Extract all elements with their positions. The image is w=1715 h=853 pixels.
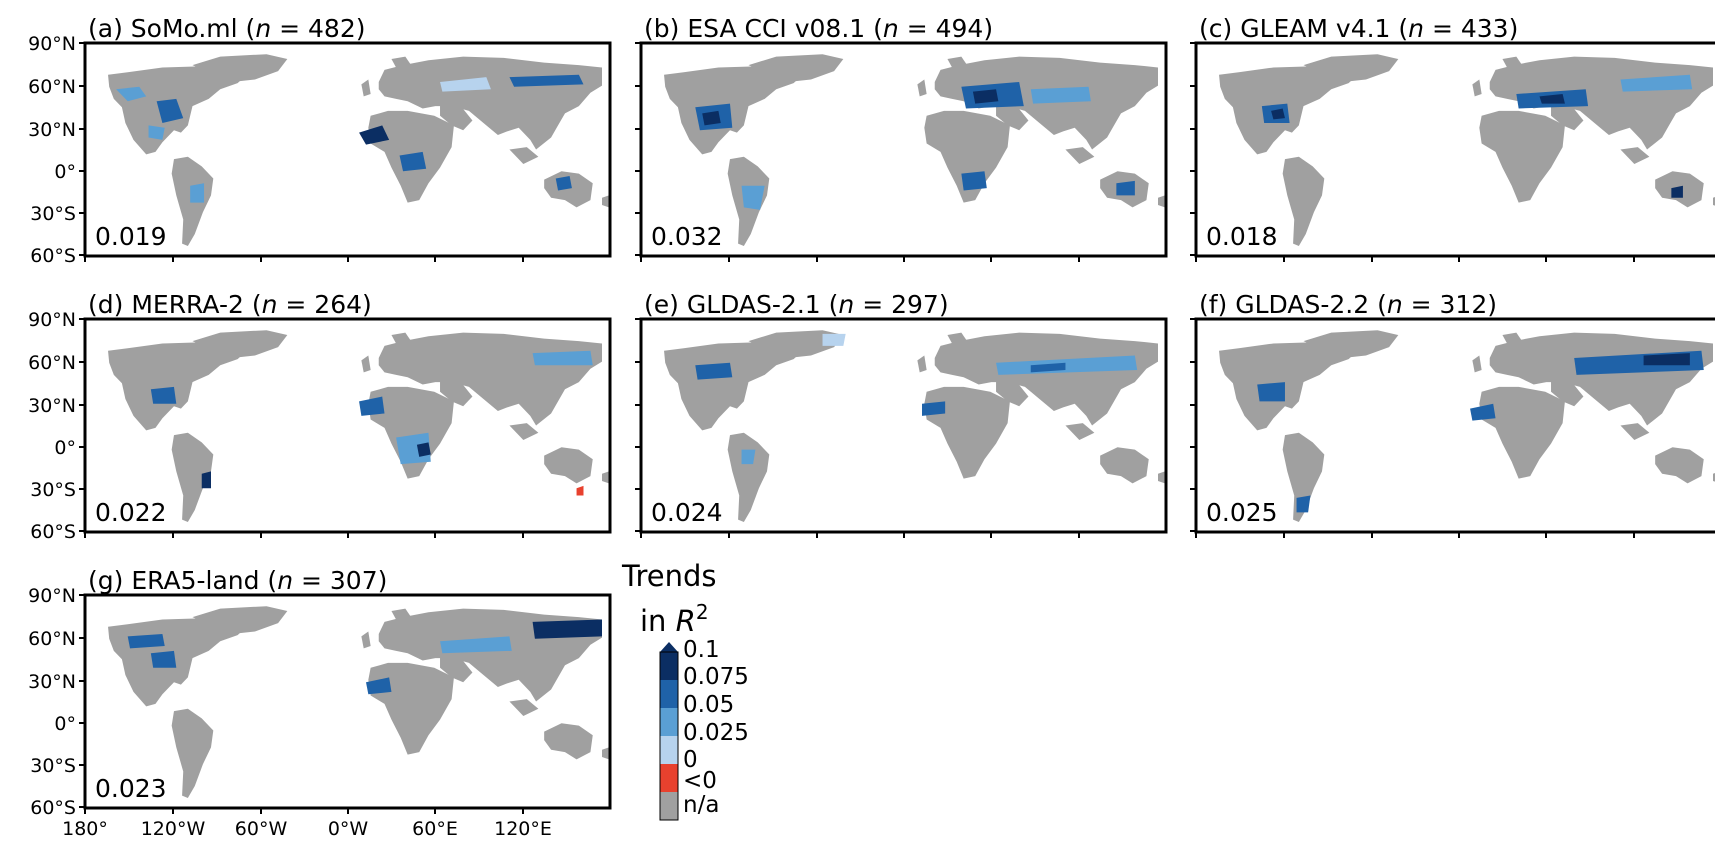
colorbar-swatch [660, 736, 678, 764]
latitude-tick-label: 30°S [30, 755, 76, 777]
longitude-tick-label: 0°W [328, 818, 369, 840]
panel-mean-value: 0.023 [95, 774, 167, 803]
panel-mean-value: 0.024 [651, 498, 723, 527]
colorbar-swatch [660, 792, 678, 820]
colorbar-label: 0.025 [683, 720, 749, 746]
colorbar-label: <0 [683, 768, 717, 794]
latitude-tick-label: 60°S [30, 797, 76, 819]
map-panel: 90°N 60°N 30°N 0° 30°S 60°S (a) SoMo.ml (n = 4… [28, 14, 612, 267]
latitude-tick-label: 30°S [30, 203, 76, 225]
panel-title: (f) GLDAS-2.2 (n = 312) [1199, 290, 1497, 319]
colorbar-swatch [660, 708, 678, 736]
latitude-tick-label: 30°S [30, 479, 76, 501]
latitude-tick-label: 0° [54, 161, 76, 183]
colorbar-swatch [660, 680, 678, 708]
latitude-tick-label: 30°N [28, 119, 76, 141]
latitude-tick-label: 60°S [30, 521, 76, 543]
longitude-tick-label: 180° [62, 818, 108, 840]
panel-mean-value: 0.022 [95, 498, 167, 527]
latitude-tick-label: 90°N [28, 33, 76, 55]
colorbar-label: 0.1 [683, 637, 720, 663]
latitude-tick-label: 60°N [28, 628, 76, 650]
panel-mean-value: 0.025 [1206, 498, 1278, 527]
map-panel: (c) GLEAM v4.1 (n = 433) 0.018 [1190, 14, 1715, 262]
latitude-tick-label: 90°N [28, 309, 76, 331]
panel-mean-value: 0.032 [651, 222, 723, 251]
map-panel: (f) GLDAS-2.2 (n = 312) 0.025 [1190, 290, 1715, 538]
latitude-tick-label: 90°N [28, 585, 76, 607]
map-panel: 90°N 60°N 30°N 0° 30°S 60°S (d) MERRA-2 (n = 2… [28, 290, 612, 543]
colorbar-label: 0.05 [683, 692, 734, 718]
colorbar-title-line2: in R2 [640, 600, 709, 638]
longitude-tick-label: 120°W [141, 818, 206, 840]
panel-mean-value: 0.018 [1206, 222, 1278, 251]
panel-title: (b) ESA CCI v08.1 (n = 494) [644, 14, 993, 43]
colorbar-label: 0 [683, 747, 698, 773]
panel-title: (g) ERA5-land (n = 307) [88, 566, 387, 595]
latitude-tick-label: 0° [54, 437, 76, 459]
longitude-tick-label: 60°E [412, 818, 458, 840]
panel-title: (e) GLDAS-2.1 (n = 297) [644, 290, 949, 319]
map-panel: (e) GLDAS-2.1 (n = 297) 0.024 [635, 290, 1168, 538]
latitude-tick-label: 60°S [30, 245, 76, 267]
colorbar-label: 0.075 [683, 664, 749, 690]
panel-title: (c) GLEAM v4.1 (n = 433) [1199, 14, 1518, 43]
colorbar-title-line1: Trends [621, 559, 716, 593]
latitude-tick-label: 30°N [28, 395, 76, 417]
map-panel: (b) ESA CCI v08.1 (n = 494) 0.032 [635, 14, 1168, 262]
colorbar-extend-arrow [660, 642, 678, 652]
panel-mean-value: 0.019 [95, 222, 167, 251]
latitude-tick-label: 60°N [28, 352, 76, 374]
longitude-tick-label: 120°E [494, 818, 552, 840]
colorbar-swatch [660, 764, 678, 792]
latitude-tick-label: 0° [54, 713, 76, 735]
latitude-tick-label: 60°N [28, 76, 76, 98]
colorbar-swatch [660, 652, 678, 680]
panel-title: (d) MERRA-2 (n = 264) [88, 290, 372, 319]
latitude-tick-label: 30°N [28, 671, 76, 693]
colorbar-label: n/a [683, 792, 719, 818]
panel-title: (a) SoMo.ml (n = 482) [88, 14, 365, 43]
longitude-tick-label: 60°W [235, 818, 288, 840]
